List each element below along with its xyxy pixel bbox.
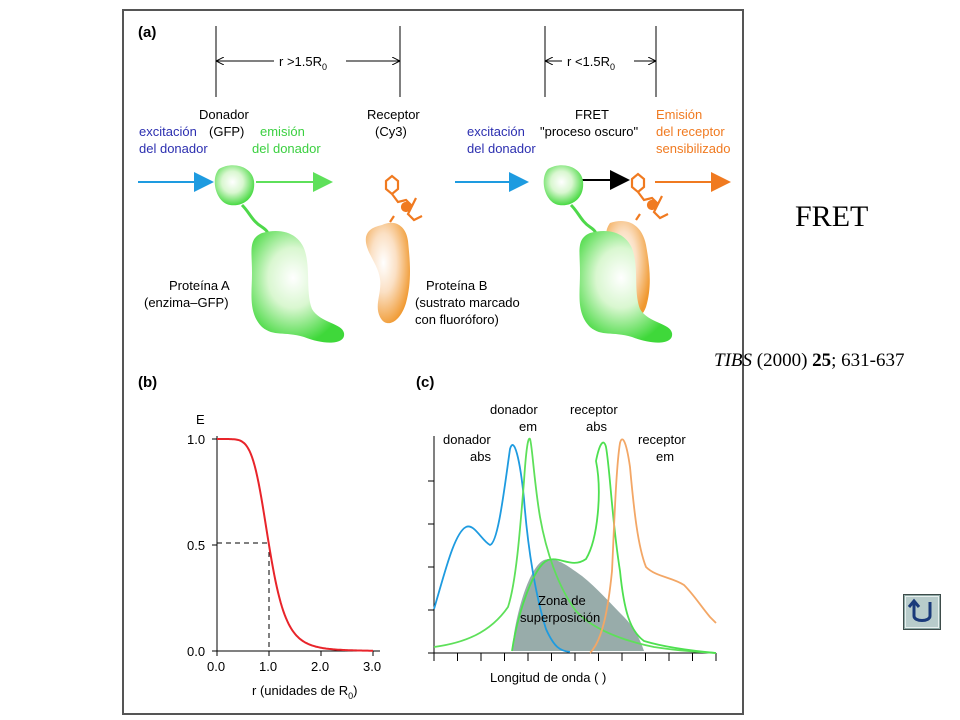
panel-c-label: (c) [416,374,434,391]
fret-figure: (a) r >1.5R0 r <1.5R0 Donador excitación… [122,9,744,715]
citation-year: (2000) [752,350,813,371]
panel-c-ticks [428,480,717,661]
donor-abs-label-1: donador [443,432,491,447]
receptor-cy3: (Cy3) [375,124,407,139]
panel-a: (a) r >1.5R0 r <1.5R0 Donador excitación… [138,24,731,343]
panel-b-x-tick-label: 3.0 [363,659,381,674]
donor-abs-curve [433,444,571,653]
panel-b-y-tick-label: 0.5 [187,538,205,553]
panel-c: (c) donador abs donador em receptor abs … [416,374,717,685]
sensitized-label-2: del receptor [656,124,725,139]
donor-title: Donador [199,107,250,122]
fret-title: FRET [575,107,609,122]
donor-em-label-2: em [519,419,537,434]
acceptor-abs-label-2: abs [586,419,607,434]
protein-a-label-1: Proteína A [169,278,230,293]
fret-donor-gfp-blob [543,165,584,206]
emission-label-2: del donador [252,141,321,156]
dist-far-label: r >1.5R0 [279,54,327,72]
excitation-label-1: excitación [139,124,197,139]
panel-b-x-tick-label: 0.0 [207,659,225,674]
protein-a-label-2: (enzima–GFP) [144,295,229,310]
sensitized-label-1: Emisión [656,107,702,122]
donor-gfp: (GFP) [209,124,244,139]
panel-b-x-tick-label: 1.0 [259,659,277,674]
protein-b-label-2: (sustrato marcado [415,295,520,310]
dark-process-label: "proceso oscuro" [540,124,638,139]
citation: TIBS (2000) 25; 631-637 [714,350,905,372]
citation-pages: ; 631-637 [831,350,905,371]
donor-abs-label-2: abs [470,449,491,464]
sensitized-label-3: sensibilizado [656,141,730,156]
acceptor-em-label-1: receptor [638,432,686,447]
panel-b: (b) E 1.0 0.5 0.0 0.0 1.0 2.0 3.0 r (unidades… [138,374,381,701]
excitation-label-3: excitación [467,124,525,139]
acceptor-abs-label-1: receptor [570,402,618,417]
panel-b-label: (b) [138,374,157,391]
protein-b-label-3: con fluoróforo) [415,312,499,327]
overlap-label-1: Zona de [538,593,586,608]
overlap-label-2: superposición [520,610,600,625]
excitation-label-2: del donador [139,141,208,156]
citation-volume: 25 [812,350,832,371]
acceptor-abs-curve [511,441,717,654]
protein-a-blob [251,231,345,343]
side-title: FRET [795,200,869,233]
panel-b-y-tick-label: 1.0 [187,432,205,447]
dist-near-label-bg [562,49,634,69]
dist-near-label: r <1.5R0 [567,54,615,72]
fret-efficiency-curve [217,438,373,652]
excitation-label-4: del donador [467,141,536,156]
fret-cy3-molecule [630,172,669,221]
citation-journal: TIBS [714,350,752,371]
protein-b-blob [365,222,410,324]
panel-a-label: (a) [138,24,156,41]
donor-gfp-blob [214,165,255,206]
panel-b-xlabel: r (unidades de R0) [252,683,357,701]
acceptor-em-label-2: em [656,449,674,464]
back-button[interactable] [903,594,941,630]
protein-b-label-1: Proteína B [426,278,487,293]
receptor-cy3-molecule [384,174,423,223]
fret-donor-linker [569,203,598,239]
dist-far-label-bg [274,49,346,69]
donor-linker [240,203,270,239]
fret-diagram: (a) r >1.5R0 r <1.5R0 Donador excitación… [138,24,731,701]
donor-em-label-1: donador [490,402,538,417]
panel-b-x-ticks: 0.0 1.0 2.0 3.0 [207,651,381,674]
panel-b-y-ticks: 1.0 0.5 0.0 [187,432,217,659]
u-turn-back-icon [903,594,941,630]
acceptor-em-curve [589,438,717,654]
emission-label-1: emisión [260,124,305,139]
panel-b-ylabel: E [196,412,205,427]
receptor-title: Receptor [367,107,420,122]
panel-b-y-tick-label: 0.0 [187,644,205,659]
panel-b-x-tick-label: 2.0 [311,659,329,674]
donor-em-curve [433,437,717,654]
panel-c-xlabel: Longitud de onda ( ) [490,670,606,685]
fret-protein-a-blob [579,231,673,343]
